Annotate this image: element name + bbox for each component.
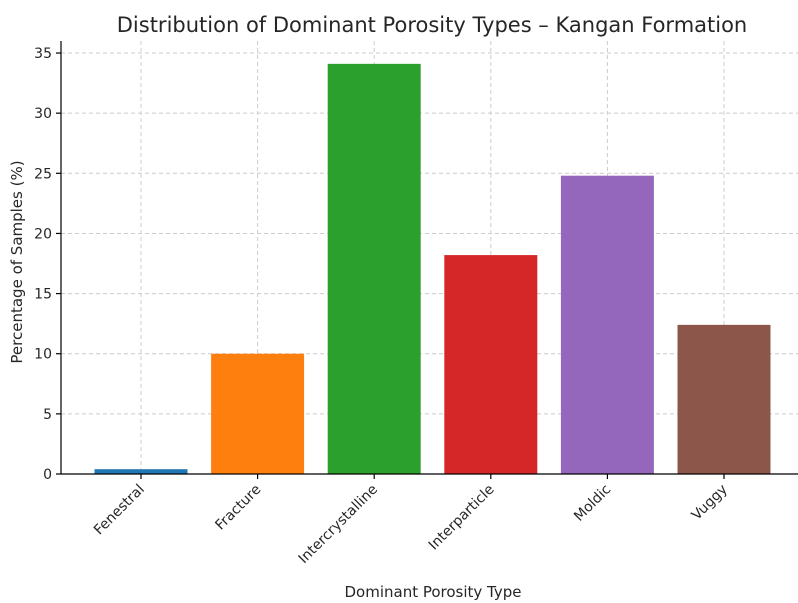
x-tick-label: Moldic — [571, 482, 614, 525]
x-tick-label: Fracture — [212, 482, 264, 534]
y-axis-label: Percentage of Samples (%) — [8, 160, 26, 363]
bar-moldic — [560, 175, 654, 474]
y-tick-label: 10 — [34, 347, 52, 363]
y-tick-label: 25 — [34, 166, 52, 182]
bar-fenestral — [94, 469, 188, 474]
y-tick-label: 5 — [43, 407, 52, 423]
bar-intercrystalline — [327, 63, 421, 474]
x-axis-label: Dominant Porosity Type — [344, 583, 521, 601]
bar-interparticle — [444, 255, 538, 474]
x-tick-label: Interparticle — [426, 482, 498, 554]
x-tick-label: Vuggy — [689, 482, 731, 524]
y-tick-label: 15 — [34, 287, 52, 303]
bar-fracture — [211, 353, 305, 474]
bars — [94, 63, 771, 474]
y-ticks: 0 5 10 15 20 25 30 35 — [34, 46, 61, 483]
y-tick-label: 30 — [34, 106, 52, 122]
bar-vuggy — [677, 324, 771, 474]
y-tick-label: 20 — [34, 226, 52, 242]
x-tick-label: Intercrystalline — [296, 482, 381, 567]
x-tick-label: Fenestral — [91, 482, 148, 539]
y-tick-label: 35 — [34, 46, 52, 62]
x-ticks: Fenestral Fracture Intercrystalline Interpa… — [91, 474, 731, 567]
chart-title: Distribution of Dominant Porosity Types … — [117, 13, 748, 37]
y-tick-label: 0 — [43, 467, 52, 483]
